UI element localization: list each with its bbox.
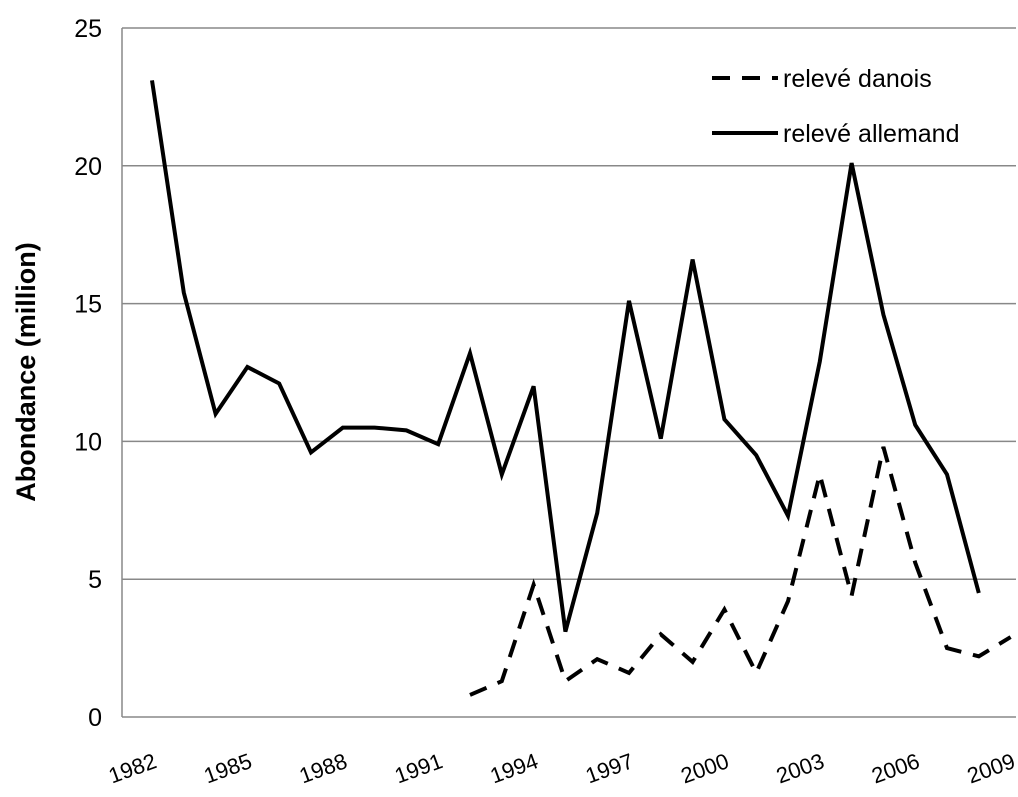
y-tick-label: 20 <box>74 153 102 181</box>
x-tick-label: 1997 <box>582 748 637 788</box>
x-tick-label: 1991 <box>391 748 446 788</box>
x-tick-label: 2006 <box>868 748 923 788</box>
x-tick-label: 2009 <box>964 748 1018 788</box>
legend-label: relevé allemand <box>783 120 960 148</box>
legend-label: relevé danois <box>783 65 932 93</box>
x-tick-label: 1988 <box>296 748 351 788</box>
y-tick-label: 5 <box>88 566 102 594</box>
y-tick-label: 10 <box>74 428 102 456</box>
x-tick-label: 2003 <box>773 748 828 788</box>
y-tick-label: 0 <box>88 704 102 732</box>
x-tick-label: 1982 <box>105 748 160 788</box>
x-tick-label: 1985 <box>201 748 256 788</box>
x-tick-label: 2000 <box>678 748 733 788</box>
line-series <box>469 446 1012 697</box>
y-tick-label: 15 <box>74 291 102 319</box>
x-tick-label: 1994 <box>487 748 542 788</box>
y-tick-label: 25 <box>74 15 102 43</box>
line-series <box>150 80 981 633</box>
y-axis-label: Abondance (million) <box>11 242 41 502</box>
